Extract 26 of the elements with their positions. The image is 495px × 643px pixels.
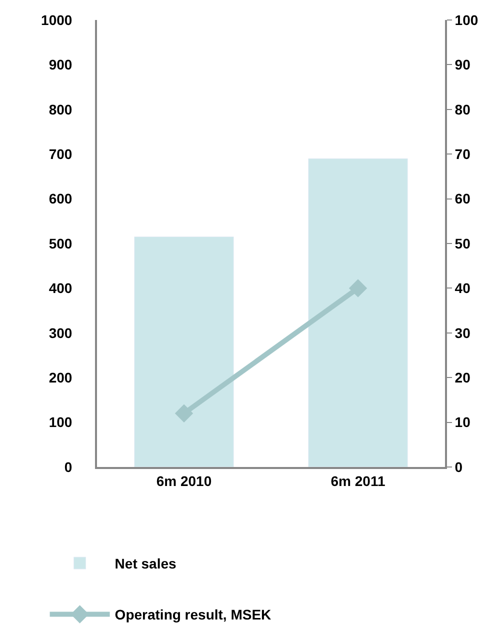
y-tick-label: 800 bbox=[48, 101, 72, 118]
y-tick-label: 500 bbox=[48, 235, 72, 252]
y2-tick-label: 70 bbox=[454, 146, 471, 162]
y2-tick-label: 30 bbox=[454, 324, 471, 341]
y-tick-label: 300 bbox=[48, 324, 72, 341]
y2-tick-label: 40 bbox=[454, 280, 471, 296]
legend-label: Operating result, MSEK bbox=[114, 606, 272, 623]
y2-tick-label: 100 bbox=[454, 12, 478, 28]
y2-tick-label: 60 bbox=[454, 190, 471, 207]
y-tick-label: 100 bbox=[48, 414, 72, 430]
x-tick-label: 6m 2010 bbox=[156, 472, 212, 489]
y-tick-label: 0 bbox=[64, 458, 72, 475]
y-tick-label: 200 bbox=[48, 370, 72, 386]
y-tick-label: 900 bbox=[48, 56, 72, 73]
y-tick-label: 400 bbox=[48, 280, 72, 296]
y2-tick-label: 20 bbox=[454, 370, 471, 386]
legend-label: Net sales bbox=[114, 556, 176, 572]
y-tick-label: 700 bbox=[48, 146, 72, 162]
x-tick-label: 6m 2011 bbox=[330, 472, 386, 489]
y2-tick-label: 0 bbox=[454, 458, 463, 475]
y2-tick-label: 80 bbox=[454, 101, 471, 118]
y-tick-label: 600 bbox=[48, 190, 72, 207]
y2-tick-label: 90 bbox=[454, 56, 471, 73]
y2-tick-label: 50 bbox=[454, 235, 471, 252]
y2-tick-label: 10 bbox=[454, 414, 471, 430]
y-tick-label: 1000 bbox=[41, 12, 72, 28]
